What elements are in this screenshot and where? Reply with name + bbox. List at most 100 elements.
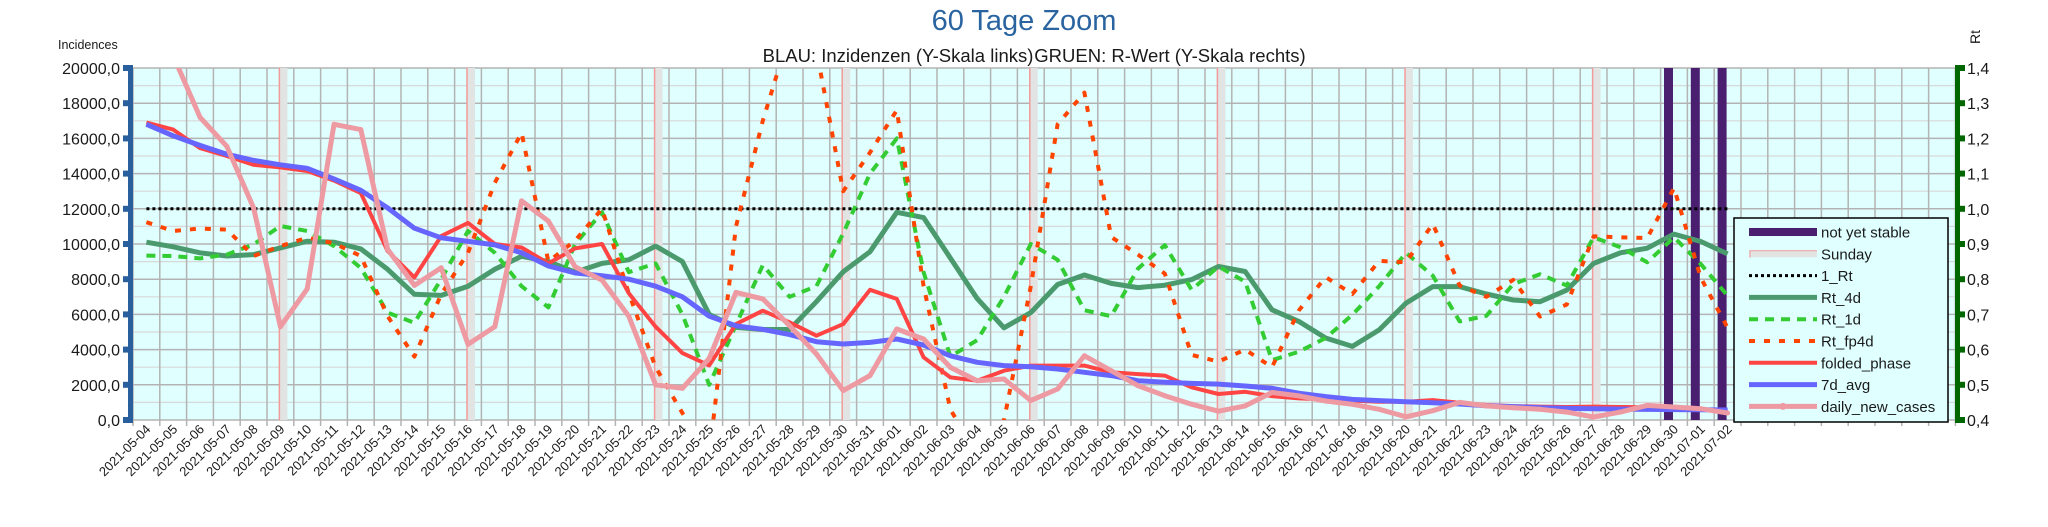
daily-new-cases-point <box>1349 401 1355 407</box>
daily-new-cases-point <box>760 296 766 302</box>
grid <box>132 67 1957 426</box>
daily-new-cases-point <box>519 198 525 204</box>
right-axis-tick-label: 1,1 <box>1967 167 1989 184</box>
left-axis-tick-label: 10000,0 <box>62 237 120 254</box>
right-axis-tick-label: 0,6 <box>1967 343 1989 360</box>
daily-new-cases-point <box>1617 409 1623 415</box>
left-axis-tick <box>123 170 133 177</box>
left-axis-tick-label: 2000,0 <box>71 378 120 395</box>
daily-new-cases-point <box>1001 376 1007 382</box>
y2-axis-label: Rt <box>1967 30 1983 44</box>
legend-label: not yet stable <box>1821 225 1910 242</box>
left-axis-tick-label: 8000,0 <box>71 272 120 289</box>
left-axis-tick-label: 0,0 <box>98 413 120 430</box>
daily-new-cases-point <box>1055 386 1061 392</box>
left-axis-tick-label: 14000,0 <box>62 167 120 184</box>
daily-new-cases-point <box>251 205 257 211</box>
daily-new-cases-point <box>840 388 846 394</box>
legend-label: daily_new_cases <box>1821 399 1935 416</box>
legend-label: Rt_1d <box>1821 312 1861 329</box>
right-axis-tick-label: 1,2 <box>1967 131 1989 148</box>
series-line-rt-4d <box>145 209 1729 349</box>
daily-new-cases-point <box>787 323 793 329</box>
daily-new-cases-point <box>411 282 417 288</box>
right-axis-tick <box>1955 100 1965 107</box>
daily-new-cases-point <box>1081 353 1087 359</box>
daily-new-cases-point <box>1269 390 1275 396</box>
right-axis-tick-label: 0,5 <box>1967 378 1989 395</box>
legend: not yet stable Sunday 1_Rt Rt_4d Rt_1d Rt_fp4… <box>1733 217 1949 423</box>
daily-new-cases-point <box>545 218 551 224</box>
right-axis-tick-label: 0,9 <box>1967 237 1989 254</box>
daily-new-cases-point <box>1296 393 1302 399</box>
right-axis-tick-label: 0,7 <box>1967 307 1989 324</box>
left-axis-tick <box>123 135 133 142</box>
series-lines <box>145 53 1731 420</box>
daily-new-cases-point <box>1028 398 1034 404</box>
right-axis-tick <box>1955 65 1965 71</box>
sunday-bar <box>1029 68 1038 420</box>
daily-new-cases-point <box>1510 405 1516 411</box>
daily-new-cases-point <box>1457 399 1463 405</box>
daily-new-cases-point <box>706 355 712 361</box>
right-axis-tick <box>1955 417 1965 423</box>
daily-new-cases-point <box>277 324 283 330</box>
right-axis-tick-label: 0,8 <box>1967 272 1989 289</box>
right-axis-tick <box>1955 170 1965 177</box>
daily-new-cases-point <box>1403 414 1409 420</box>
daily-new-cases-point <box>304 286 310 292</box>
chart-subtitle-left: BLAU: Inzidenzen (Y-Skala links) <box>763 45 1034 66</box>
left-axis-tick <box>123 65 133 71</box>
right-axis-tick <box>1955 381 1965 388</box>
left-axis-tick <box>123 311 133 318</box>
left-axis-tick-label: 12000,0 <box>62 202 120 219</box>
not-yet-stable-bar <box>1717 68 1727 420</box>
series-line-rt-1d <box>146 136 1730 387</box>
daily-new-cases-point <box>1135 383 1141 389</box>
not-yet-stable-bar <box>1690 68 1700 420</box>
legend-swatch-edge <box>1749 250 1817 258</box>
daily-new-cases-point <box>358 127 364 133</box>
daily-new-cases-point <box>867 373 873 379</box>
legend-label: Rt_4d <box>1821 290 1861 307</box>
daily-new-cases-point <box>171 53 176 58</box>
left-axis-tick <box>123 100 133 107</box>
daily-new-cases-point <box>492 324 498 330</box>
sunday-bar <box>1217 68 1226 420</box>
daily-new-cases-point <box>1189 401 1195 407</box>
left-axis-tick <box>123 276 133 283</box>
right-axis-tick-label: 0,4 <box>1967 413 1989 430</box>
daily-new-cases-point <box>385 246 391 252</box>
legend-label: Rt_fp4d <box>1821 334 1874 351</box>
right-axis-tick <box>1955 311 1965 318</box>
daily-new-cases-point <box>653 382 659 388</box>
daily-new-cases-point <box>1591 414 1597 420</box>
right-axis-tick <box>1955 276 1965 283</box>
legend-swatch-marker <box>1779 402 1787 410</box>
legend-label: 7d_avg <box>1821 377 1870 394</box>
daily-new-cases-point <box>1644 402 1650 408</box>
legend-label: Sunday <box>1821 246 1872 263</box>
left-axis-tick-label: 16000,0 <box>62 131 120 148</box>
daily-new-cases-point <box>921 336 927 342</box>
daily-new-cases-point <box>1376 406 1382 412</box>
left-axis-tick <box>123 346 133 353</box>
daily-new-cases-point <box>1483 403 1489 409</box>
daily-new-cases-point <box>1564 409 1570 415</box>
right-axis-tick <box>1955 135 1965 142</box>
left-axis-tick <box>123 417 133 423</box>
daily-new-cases-point <box>1698 406 1704 412</box>
left-axis-tick <box>123 205 133 212</box>
daily-new-cases-point <box>572 264 578 270</box>
right-axis-tick-label: 1,3 <box>1967 96 1989 113</box>
daily-new-cases-point <box>1108 368 1114 374</box>
daily-new-cases-point <box>1215 408 1221 414</box>
left-axis-tick-label: 6000,0 <box>71 307 120 324</box>
legend-label: 1_Rt <box>1821 268 1854 285</box>
left-axis-tick-label: 20000,0 <box>62 61 120 78</box>
daily-new-cases-point <box>331 121 337 127</box>
left-axis-tick-label: 18000,0 <box>62 96 120 113</box>
right-axis-tick-label: 1,4 <box>1967 61 1989 78</box>
chart-subtitle-right: GRUEN: R-Wert (Y-Skala rechts) <box>1034 45 1305 66</box>
